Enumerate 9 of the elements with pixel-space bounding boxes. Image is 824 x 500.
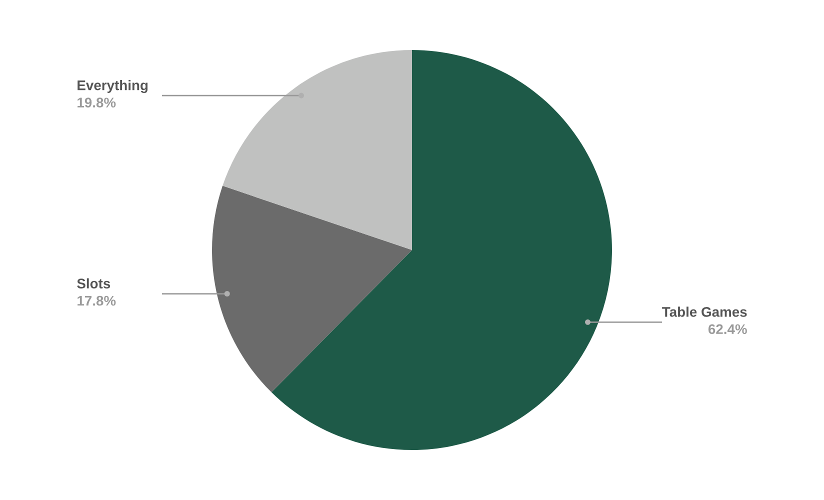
slice-label: Slots <box>77 278 110 288</box>
pie-slice <box>222 50 412 250</box>
data-label: 19.8% <box>78 98 116 108</box>
pie-slice <box>212 186 412 392</box>
data-label: 17.8% <box>78 296 116 306</box>
slice-label: Everything <box>78 80 148 94</box>
pie-slice <box>271 50 612 450</box>
slice-label: Table Games <box>662 306 747 317</box>
data-label: 62.4% <box>708 324 747 334</box>
